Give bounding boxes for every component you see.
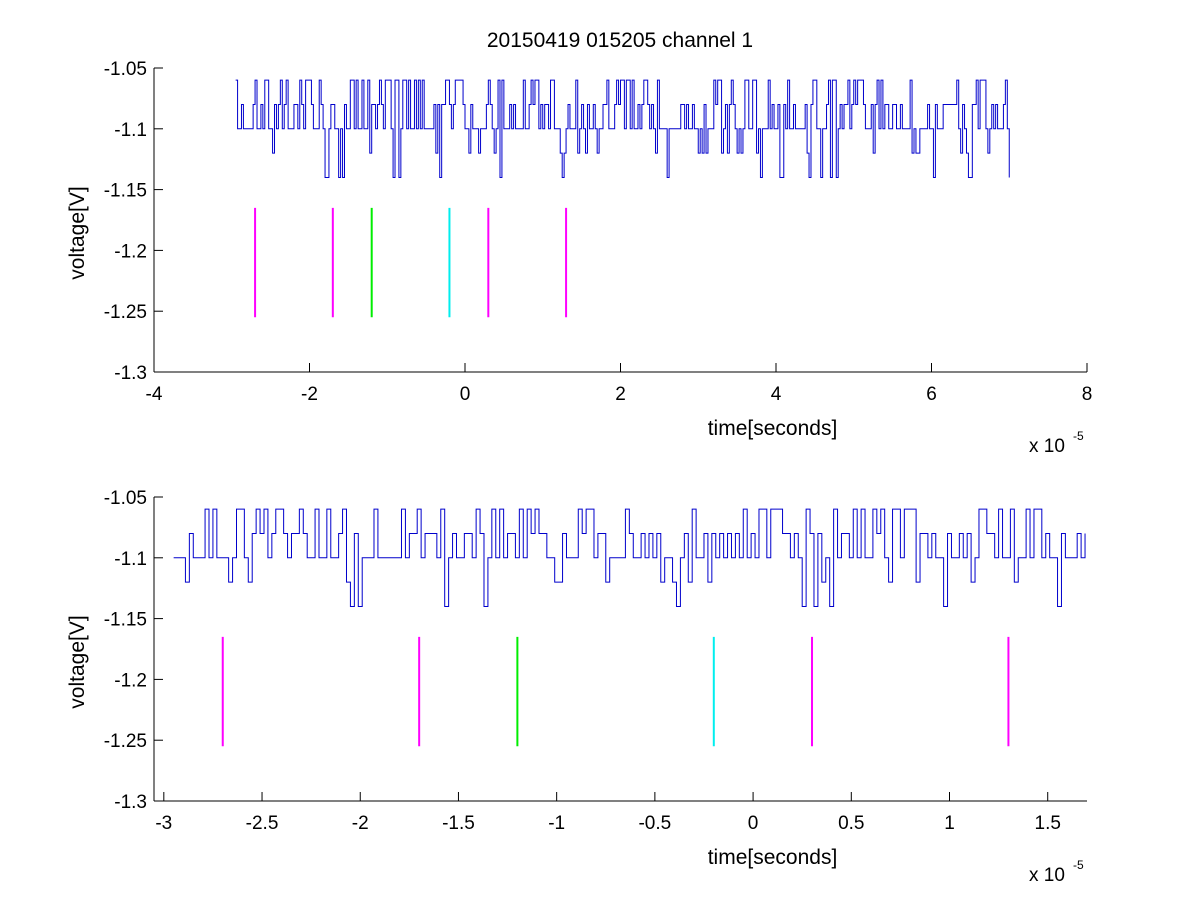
x-tick-label: -0.5 (638, 813, 671, 834)
x-tick-label: 6 (926, 384, 937, 405)
x-multiplier-base: x 10 (1029, 865, 1065, 886)
x-axis-title: time[seconds] (708, 846, 838, 869)
x-multiplier-base: x 10 (1029, 436, 1065, 457)
x-tick-label: -2.5 (246, 813, 279, 834)
signal-trace (173, 508, 1086, 607)
top-subplot: -1.3 -1.25 -1.2 -1.15 -1.1 -1.05 -4 -2 0 2 4 6 8 time… (66, 59, 1092, 457)
bottom-subplot: -1.3 -1.25 -1.2 -1.15 -1.1 -1.05 -3 -2.5 -2 -1.5 -… (66, 488, 1087, 886)
x-tick-label: -2 (352, 813, 369, 834)
y-tick-label: -1.3 (114, 363, 147, 384)
y-tick-label: -1.3 (114, 792, 147, 813)
x-tick-label: 0 (460, 384, 471, 405)
x-tick-label: -1 (548, 813, 565, 834)
y-tick-label: -1.15 (104, 181, 147, 202)
y-tick-label: -1.15 (104, 610, 147, 631)
x-tick-label: 0.5 (838, 813, 864, 834)
x-axis-title: time[seconds] (708, 417, 838, 440)
y-tick-label: -1.2 (114, 670, 147, 691)
x-tick-label: -4 (146, 384, 163, 405)
x-tick-label: 1 (944, 813, 955, 834)
figure-title: 20150419 015205 channel 1 (487, 29, 753, 52)
y-tick-label: -1.25 (104, 731, 147, 752)
x-tick-label: 0 (748, 813, 759, 834)
x-tick-label: -3 (155, 813, 172, 834)
x-tick-label: 1.5 (1035, 813, 1061, 834)
x-tick-label: 8 (1082, 384, 1093, 405)
y-tick-label: -1.25 (104, 302, 147, 323)
y-tick-label: -1.1 (114, 120, 147, 141)
y-tick-label: -1.2 (114, 241, 147, 262)
y-tick-label: -1.05 (104, 488, 147, 509)
y-tick-label: -1.1 (114, 549, 147, 570)
x-tick-label: 4 (771, 384, 782, 405)
y-axis-title: voltage[V] (66, 615, 89, 708)
y-axis-title: voltage[V] (66, 186, 89, 279)
x-tick-label: 2 (615, 384, 626, 405)
x-tick-label: -2 (301, 384, 318, 405)
y-tick-label: -1.05 (104, 59, 147, 80)
signal-trace (235, 79, 1010, 178)
x-multiplier-exponent: -5 (1073, 858, 1084, 872)
x-tick-label: -1.5 (442, 813, 475, 834)
x-multiplier-exponent: -5 (1073, 429, 1084, 443)
